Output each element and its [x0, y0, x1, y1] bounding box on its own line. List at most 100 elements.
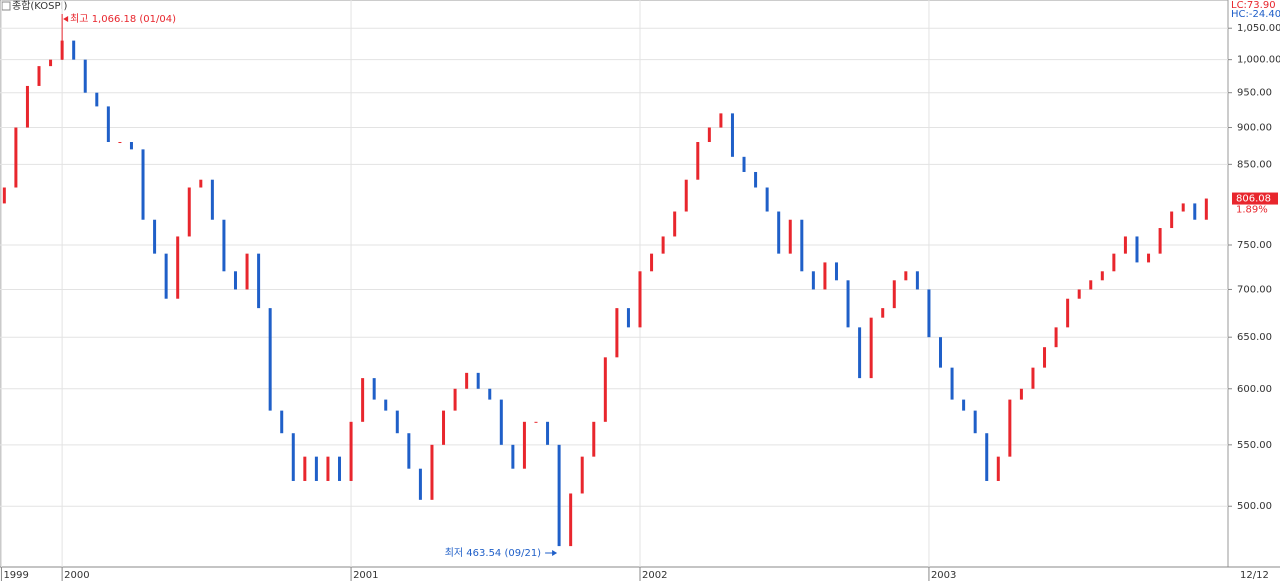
low-annotation: 최저 463.54 (09/21) [445, 547, 541, 559]
candle [592, 421, 596, 457]
x-tick-label: 2003 [931, 570, 956, 581]
x-tick-label: 2002 [642, 570, 667, 581]
candle [338, 456, 342, 481]
candle [1112, 253, 1116, 272]
candle [176, 236, 180, 299]
candle [1031, 367, 1035, 389]
y-tick-label: 750.00 [1237, 240, 1272, 251]
candle [939, 337, 943, 368]
candle [349, 421, 353, 481]
candle [892, 280, 896, 309]
annotation-arrow [63, 16, 69, 22]
x-tick-label: 2001 [353, 570, 378, 581]
candle [615, 308, 619, 358]
candle [245, 253, 249, 290]
candle [1158, 228, 1162, 254]
candle [996, 456, 1000, 481]
candle [1170, 211, 1174, 229]
candle [800, 219, 804, 272]
candle [777, 211, 781, 254]
candle [233, 271, 237, 290]
candle [1054, 327, 1058, 348]
indicator: LC:73.90 [1231, 0, 1276, 11]
x-tick-label: 2000 [64, 570, 89, 581]
candle [754, 171, 758, 188]
candle [1181, 203, 1185, 212]
candle [858, 327, 862, 379]
candle [846, 280, 850, 328]
candle [765, 187, 769, 212]
candle [118, 142, 122, 144]
menu-box[interactable] [1, 1, 11, 11]
candle [1043, 347, 1047, 368]
candle [129, 142, 133, 150]
price-tag [1232, 192, 1278, 205]
candle [164, 253, 168, 299]
candle [650, 253, 654, 272]
x-tick-label: 1999 [3, 570, 28, 581]
candle [742, 156, 746, 172]
candle [476, 372, 480, 389]
candle [488, 388, 492, 400]
candle [730, 113, 734, 157]
candle [222, 219, 226, 272]
overlay: 806.081.89% 최고 1,066.18 (01/04) 최저 463.54 … [61, 13, 1278, 559]
candle [1066, 298, 1070, 328]
candle [418, 468, 422, 500]
change-label: 1.89% [1236, 205, 1268, 216]
candle [696, 142, 700, 180]
candle [430, 444, 434, 500]
candle [395, 410, 399, 434]
price-tag-label: 806.08 [1236, 194, 1271, 205]
y-tick-label: 500.00 [1237, 501, 1272, 512]
candles [2, 40, 1208, 547]
candle [384, 399, 388, 411]
candle [534, 421, 538, 423]
candle [1123, 236, 1127, 254]
y-tick-label: 600.00 [1237, 384, 1272, 395]
candle [1019, 388, 1023, 400]
candle [603, 357, 607, 422]
y-tick-label: 850.00 [1237, 159, 1272, 170]
candle [95, 92, 99, 107]
y-tick-label: 1,050.00 [1237, 23, 1280, 34]
candle [1089, 280, 1093, 290]
candle [522, 421, 526, 469]
candle [442, 410, 446, 445]
candle [187, 187, 191, 237]
candle [915, 271, 919, 290]
candle [25, 85, 29, 128]
candle [1077, 289, 1081, 299]
candle [788, 219, 792, 254]
candle [361, 378, 365, 422]
y-tick-label: 550.00 [1237, 440, 1272, 451]
candle [973, 410, 977, 434]
candle [719, 113, 723, 128]
candle [257, 253, 261, 309]
y-tick-label: 700.00 [1237, 284, 1272, 295]
candle [569, 493, 573, 547]
y-tick-label: 1,000.00 [1237, 55, 1280, 66]
candle [291, 433, 295, 481]
candle [210, 179, 214, 220]
candle [14, 127, 18, 188]
high-annotation: 최고 1,066.18 (01/04) [70, 13, 176, 25]
candle [72, 40, 76, 60]
candle [869, 317, 873, 379]
candle [985, 433, 989, 481]
candle [49, 59, 53, 67]
candle [557, 444, 561, 547]
candle [372, 378, 376, 400]
candle [37, 66, 41, 86]
candle [823, 262, 827, 290]
plot-frame [0, 0, 1229, 568]
candle [638, 271, 642, 328]
candle [199, 179, 203, 188]
candle [407, 433, 411, 469]
chart-title: 종합(KOSPI) [12, 0, 68, 12]
candle [1008, 399, 1012, 457]
candle [83, 59, 87, 93]
candle [707, 127, 711, 143]
candle [927, 289, 931, 338]
